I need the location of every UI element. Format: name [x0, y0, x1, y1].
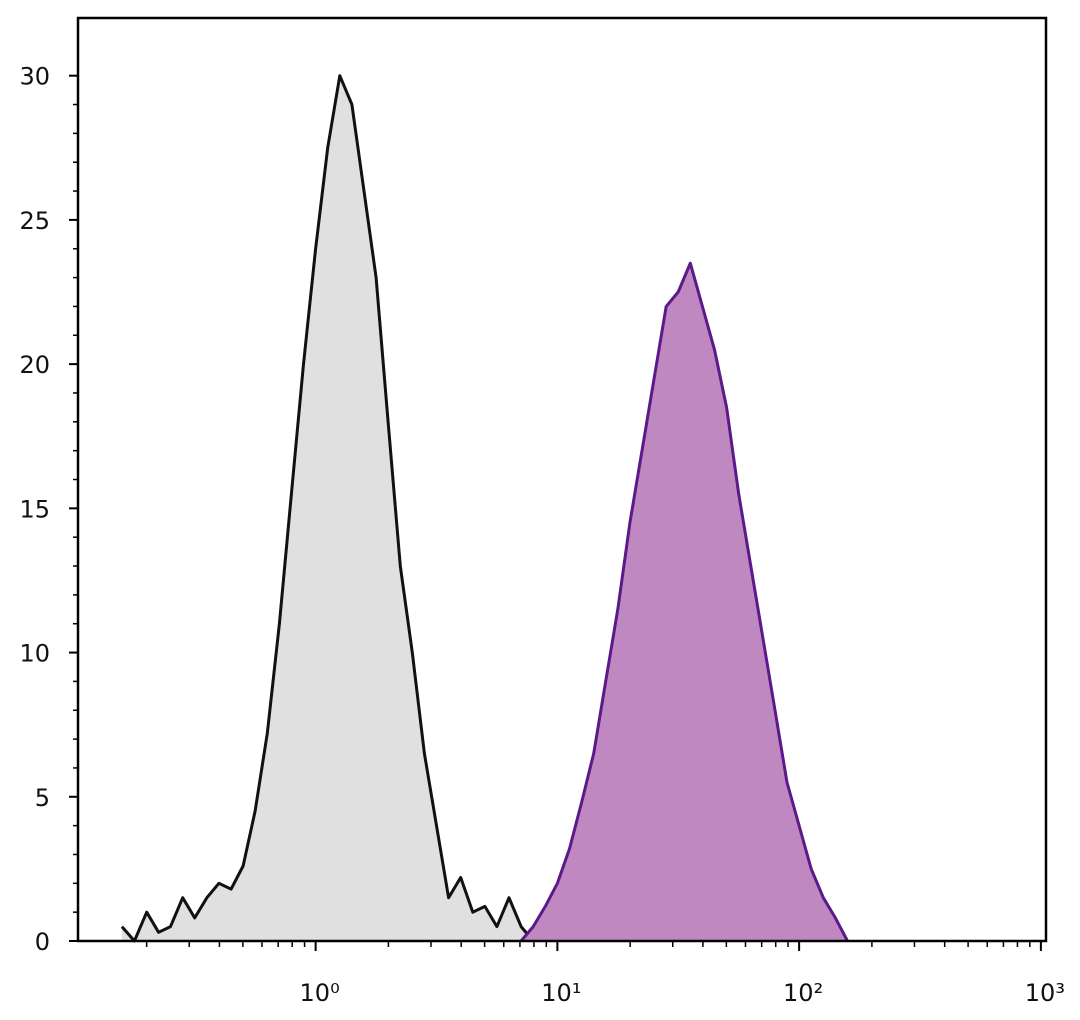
histogram-area — [121, 75, 534, 941]
y-tick-label: 25 — [19, 207, 50, 235]
x-tick-label: 10² — [783, 979, 823, 1007]
y-tick-label: 15 — [19, 495, 50, 523]
plot-frame — [76, 16, 1048, 943]
x-tick-label: 10¹ — [541, 979, 581, 1007]
y-tick-label: 10 — [19, 640, 50, 668]
y-tick-label: 5 — [35, 784, 50, 812]
y-tick-label: 30 — [19, 63, 50, 91]
x-tick-label: 10⁰ — [300, 979, 340, 1007]
y-tick-label: 0 — [35, 928, 50, 956]
histogram-line — [519, 261, 849, 942]
y-tick-label: 20 — [19, 351, 50, 379]
histogram-area — [521, 263, 848, 941]
histogram-line — [120, 74, 535, 943]
x-tick-label: 10³ — [1025, 979, 1065, 1007]
